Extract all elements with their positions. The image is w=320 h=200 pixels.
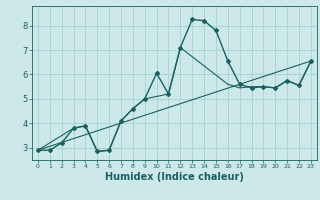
X-axis label: Humidex (Indice chaleur): Humidex (Indice chaleur) — [105, 172, 244, 182]
